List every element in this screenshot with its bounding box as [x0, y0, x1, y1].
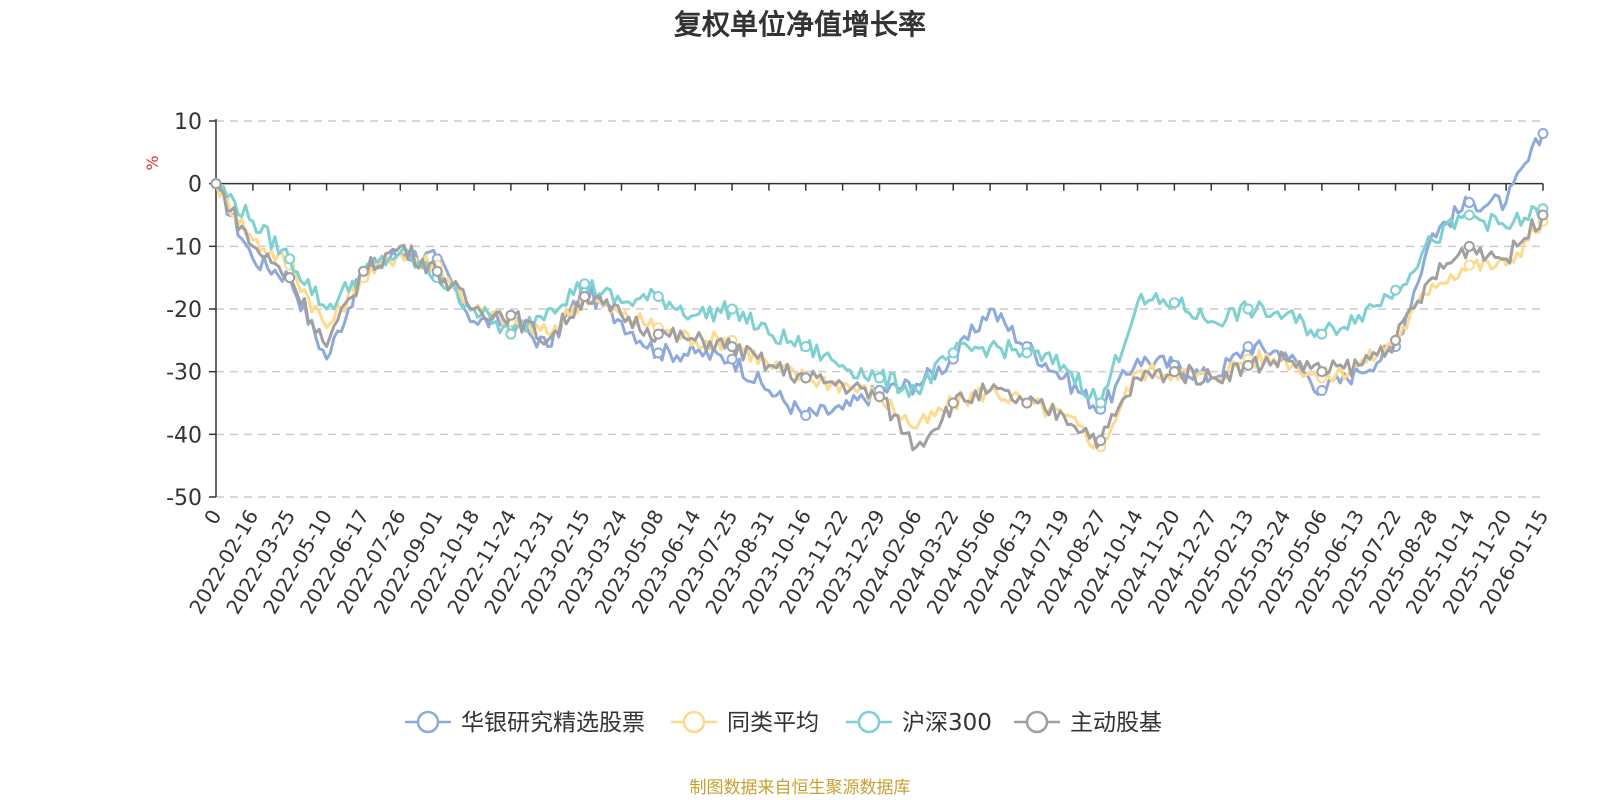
series-point: [726, 341, 738, 353]
series-point: [210, 178, 222, 190]
y-tick-label: -10: [166, 235, 202, 260]
series-point: [1463, 209, 1475, 221]
series-point: [1095, 397, 1107, 409]
legend-marker: [857, 710, 881, 734]
series-point: [1463, 259, 1475, 271]
legend[interactable]: 华银研究精选股票 同类平均 沪深300 主动股基: [405, 710, 1162, 736]
grid-layer: [216, 120, 1543, 498]
legend-item[interactable]: 沪深300: [846, 710, 992, 736]
legend-label: 华银研究精选股票: [461, 710, 645, 736]
series-point: [947, 397, 959, 409]
series-point: [800, 410, 812, 422]
legend-marker: [416, 710, 440, 734]
series-point: [947, 347, 959, 359]
series-point: [726, 353, 738, 365]
series-layer: [210, 128, 1549, 453]
series-1: [210, 178, 1549, 453]
series-point: [1168, 366, 1180, 378]
series-point: [1316, 328, 1328, 340]
series-point: [357, 265, 369, 277]
series-3: [210, 178, 1549, 452]
series-line: [214, 182, 1545, 405]
y-axis-unit: %: [143, 155, 162, 170]
series-point: [505, 309, 517, 321]
series-point: [284, 253, 296, 265]
series-point: [579, 290, 591, 302]
series-point: [1242, 359, 1254, 371]
series-point: [726, 303, 738, 315]
legend-label: 沪深300: [902, 710, 992, 736]
y-tick-label: -40: [166, 423, 202, 448]
series-point: [1168, 297, 1180, 309]
series-point: [874, 372, 885, 384]
series-point: [1021, 397, 1033, 409]
series-point: [1021, 347, 1033, 359]
series-point: [505, 328, 517, 340]
series-point: [1390, 334, 1402, 346]
data-source-note: 制图数据来自恒生聚源数据库: [690, 778, 911, 798]
series-point: [1537, 209, 1549, 221]
series-point: [1242, 341, 1254, 353]
legend-item[interactable]: 华银研究精选股票: [405, 710, 645, 736]
series-point: [874, 391, 885, 403]
series-point: [652, 328, 664, 340]
series-line: [214, 182, 1545, 452]
series-line: [214, 183, 1545, 450]
series-point: [652, 347, 664, 359]
chart-title: 复权单位净值增长率: [674, 8, 926, 41]
legend-marker: [682, 710, 706, 734]
series-point: [284, 272, 296, 284]
series-point: [1316, 366, 1328, 378]
legend-marker: [1025, 710, 1049, 734]
series-point: [1095, 435, 1107, 447]
series-point: [800, 341, 812, 353]
y-tick-label: -30: [166, 361, 202, 386]
legend-item[interactable]: 同类平均: [671, 710, 819, 736]
series-point: [800, 372, 812, 384]
x-tick-label: 0: [199, 506, 226, 529]
series-point: [1537, 128, 1549, 140]
series-point: [431, 265, 443, 277]
series-point: [1316, 384, 1328, 396]
series-point: [1463, 196, 1475, 208]
series-point: [579, 278, 591, 290]
legend-label: 同类平均: [727, 710, 819, 736]
legend-label: 主动股基: [1070, 710, 1162, 736]
series-2: [210, 178, 1549, 409]
y-tick-label: -20: [166, 298, 202, 323]
y-tick-label: -50: [166, 486, 202, 511]
series-point: [1242, 303, 1254, 315]
y-tick-label: 0: [188, 173, 202, 198]
series-point: [1390, 284, 1402, 296]
y-tick-label: 10: [174, 110, 202, 135]
series-point: [1463, 240, 1475, 252]
series-point: [652, 290, 664, 302]
legend-item[interactable]: 主动股基: [1014, 710, 1162, 736]
